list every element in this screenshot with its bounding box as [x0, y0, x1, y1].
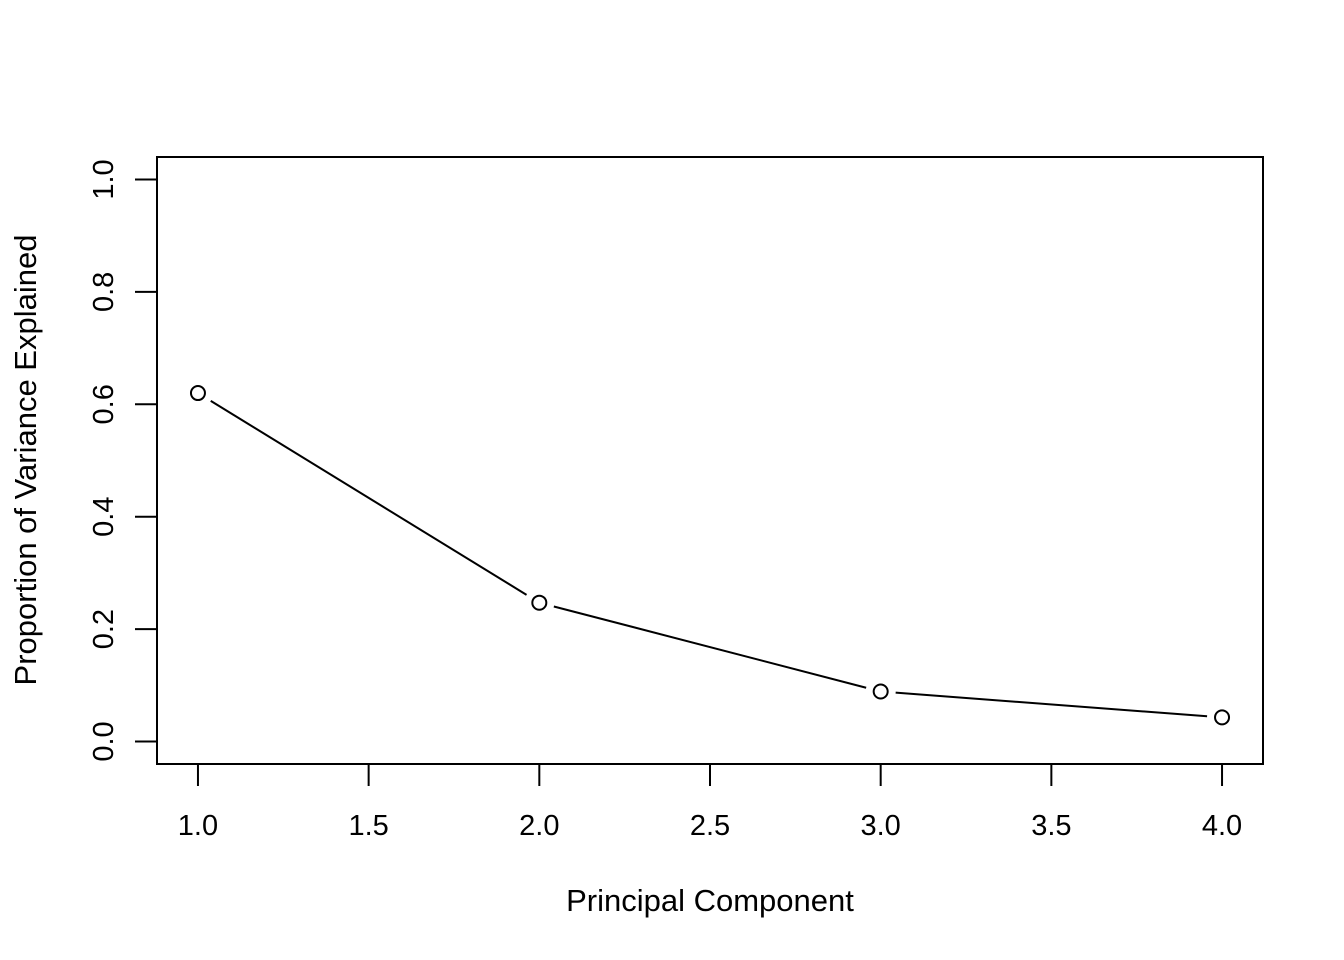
y-tick-label: 0.2 — [88, 609, 120, 649]
x-tick-label: 2.5 — [690, 810, 730, 842]
x-tick-label: 4.0 — [1202, 810, 1242, 842]
series-line-segment — [210, 400, 528, 596]
data-point — [872, 683, 889, 700]
y-tick-label: 1.0 — [88, 159, 120, 199]
y-axis: 0.0 0.2 0.4 0.6 0.8 1.0 — [88, 159, 158, 762]
x-tick-label: 1.5 — [348, 810, 388, 842]
y-tick-label: 0.6 — [88, 384, 120, 424]
x-tick-label: 2.0 — [519, 810, 559, 842]
x-axis-title: Principal Component — [566, 883, 854, 918]
x-tick-label: 3.5 — [1031, 810, 1071, 842]
y-tick-label: 0.0 — [88, 721, 120, 761]
data-point — [1214, 709, 1231, 726]
y-tick-label: 0.4 — [88, 497, 120, 537]
y-tick-label: 0.8 — [88, 272, 120, 312]
x-axis: 1.0 1.5 2.0 2.5 3.0 3.5 4.0 — [178, 763, 1242, 842]
plot-frame — [156, 156, 1264, 765]
x-tick-label: 1.0 — [178, 810, 218, 842]
series — [189, 385, 1231, 726]
x-tick-label: 3.0 — [861, 810, 901, 842]
series-line-segment — [553, 605, 867, 689]
data-point — [189, 385, 206, 402]
y-axis-title: Proportion of Variance Explained — [8, 235, 43, 686]
series-line-segment — [895, 691, 1208, 718]
data-point — [531, 594, 548, 611]
